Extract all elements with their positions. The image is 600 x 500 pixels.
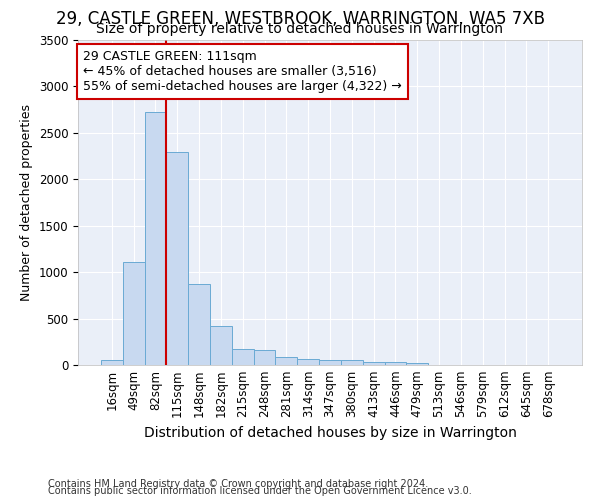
Bar <box>123 262 145 365</box>
Bar <box>210 326 232 365</box>
Text: Contains HM Land Registry data © Crown copyright and database right 2024.: Contains HM Land Registry data © Crown c… <box>48 479 428 489</box>
Bar <box>166 152 188 365</box>
Bar <box>254 350 275 365</box>
Bar <box>145 112 166 365</box>
Text: Contains public sector information licensed under the Open Government Licence v3: Contains public sector information licen… <box>48 486 472 496</box>
Text: Size of property relative to detached houses in Warrington: Size of property relative to detached ho… <box>97 22 503 36</box>
Bar <box>275 356 297 365</box>
Text: Distribution of detached houses by size in Warrington: Distribution of detached houses by size … <box>143 426 517 440</box>
Bar <box>363 362 385 365</box>
Bar <box>406 363 428 365</box>
Bar <box>385 362 406 365</box>
Bar <box>297 359 319 365</box>
Bar <box>101 360 123 365</box>
Bar <box>188 284 210 365</box>
Y-axis label: Number of detached properties: Number of detached properties <box>20 104 33 301</box>
Text: 29 CASTLE GREEN: 111sqm
← 45% of detached houses are smaller (3,516)
55% of semi: 29 CASTLE GREEN: 111sqm ← 45% of detache… <box>83 50 402 93</box>
Bar <box>341 360 363 365</box>
Bar <box>319 360 341 365</box>
Text: 29, CASTLE GREEN, WESTBROOK, WARRINGTON, WA5 7XB: 29, CASTLE GREEN, WESTBROOK, WARRINGTON,… <box>56 10 545 28</box>
Bar <box>232 349 254 365</box>
